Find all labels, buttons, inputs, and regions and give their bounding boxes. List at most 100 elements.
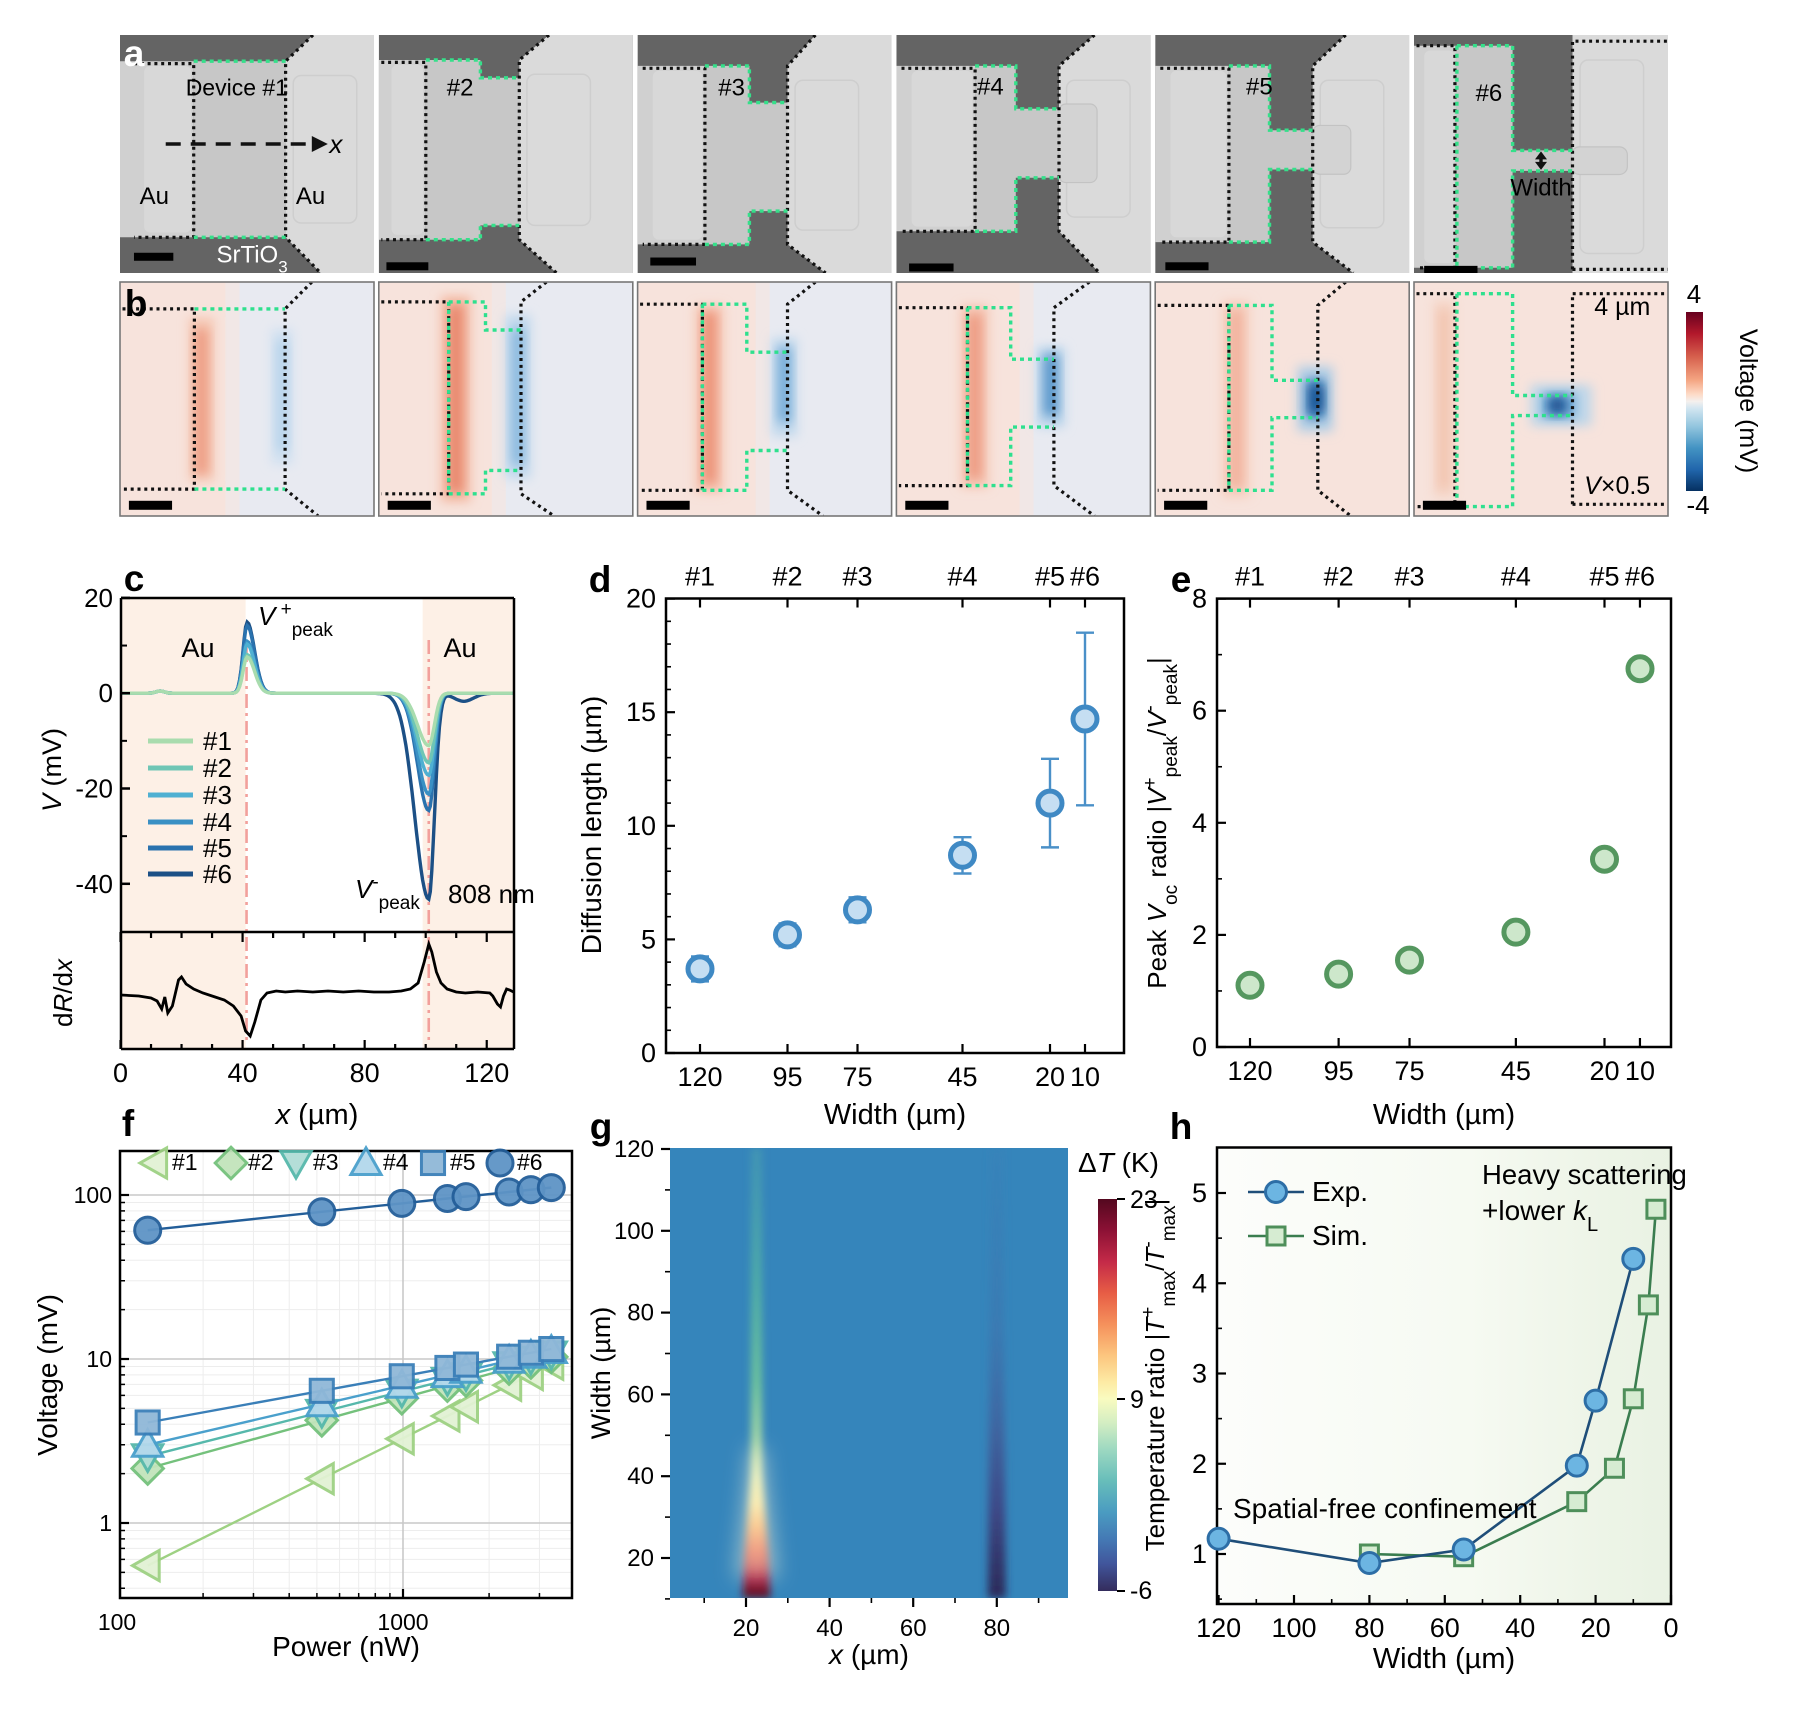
svg-text:2: 2 [1192, 1449, 1207, 1479]
svg-text:x (µm): x (µm) [274, 1099, 359, 1131]
svg-text:20: 20 [84, 583, 113, 613]
svg-text:4 µm: 4 µm [1594, 293, 1650, 321]
svg-text:120: 120 [614, 1136, 654, 1163]
svg-text:#4: #4 [977, 74, 1004, 101]
svg-text:100: 100 [614, 1218, 654, 1245]
svg-text:4: 4 [1192, 808, 1207, 838]
svg-text:0: 0 [1663, 1613, 1678, 1643]
svg-text:40: 40 [816, 1615, 843, 1642]
svg-text:Width (µm): Width (µm) [1373, 1099, 1515, 1131]
svg-text:#2: #2 [772, 562, 802, 592]
svg-text:Exp.: Exp. [1312, 1176, 1368, 1207]
svg-text:75: 75 [1395, 1056, 1425, 1086]
svg-text:#5: #5 [203, 833, 232, 863]
svg-text:#5: #5 [1589, 562, 1619, 592]
svg-text:20: 20 [733, 1615, 760, 1642]
svg-text:Voltage (mV): Voltage (mV) [1734, 329, 1762, 474]
svg-text:#5: #5 [450, 1149, 476, 1175]
svg-text:0: 0 [113, 1058, 128, 1088]
svg-text:-6: -6 [1130, 1577, 1152, 1605]
svg-text:23: 23 [1130, 1186, 1158, 1214]
svg-text:0: 0 [641, 1038, 656, 1068]
svg-text:10: 10 [86, 1346, 112, 1372]
svg-text:4: 4 [1687, 279, 1701, 309]
svg-text:Width (µm): Width (µm) [586, 1307, 616, 1440]
svg-text:#6: #6 [517, 1149, 543, 1175]
svg-text:#1: #1 [685, 562, 715, 592]
svg-text:20: 20 [627, 1545, 654, 1572]
svg-text:V-peak: V-peak [355, 872, 420, 914]
svg-text:6: 6 [1192, 696, 1207, 726]
svg-text:#4: #4 [1501, 562, 1531, 592]
svg-text:40: 40 [1505, 1613, 1535, 1643]
svg-text:Voltage (mV): Voltage (mV) [32, 1294, 63, 1456]
svg-text:60: 60 [1430, 1613, 1460, 1643]
svg-text:#6: #6 [203, 859, 232, 889]
svg-text:#6: #6 [1625, 562, 1655, 592]
svg-text:e: e [1171, 559, 1192, 600]
svg-text:75: 75 [842, 1062, 872, 1092]
svg-text:#3: #3 [203, 780, 232, 810]
svg-text:20: 20 [1035, 1062, 1065, 1092]
svg-text:Width: Width [1510, 175, 1571, 202]
svg-text:60: 60 [627, 1381, 654, 1408]
svg-text:dR/dx: dR/dx [48, 958, 78, 1027]
svg-text:80: 80 [627, 1300, 654, 1327]
svg-text:40: 40 [228, 1058, 258, 1088]
svg-text:20: 20 [1589, 1056, 1619, 1086]
svg-text:20: 20 [626, 584, 656, 614]
svg-text:95: 95 [772, 1062, 802, 1092]
svg-text:10: 10 [1625, 1056, 1655, 1086]
svg-text:5: 5 [1192, 1178, 1207, 1208]
svg-text:1000: 1000 [377, 1609, 428, 1635]
svg-text:Power (nW): Power (nW) [272, 1631, 420, 1662]
svg-text:V +peak: V +peak [258, 599, 333, 641]
svg-text:#4: #4 [203, 807, 232, 837]
svg-text:Au: Au [181, 633, 214, 663]
svg-text:100: 100 [98, 1609, 136, 1635]
svg-text:80: 80 [1354, 1613, 1384, 1643]
svg-text:80: 80 [350, 1058, 380, 1088]
svg-text:Sim.: Sim. [1312, 1220, 1368, 1251]
svg-text:#4: #4 [383, 1149, 409, 1175]
svg-text:c: c [124, 558, 145, 599]
svg-text:d: d [589, 559, 612, 600]
svg-text:Au: Au [140, 183, 169, 210]
svg-text:V×0.5: V×0.5 [1584, 472, 1650, 500]
svg-text:Au: Au [443, 633, 476, 663]
svg-text:-40: -40 [75, 869, 113, 899]
svg-text:120: 120 [1227, 1056, 1272, 1086]
svg-text:ΔT (K): ΔT (K) [1078, 1147, 1159, 1178]
svg-text:V (mV): V (mV) [37, 728, 67, 812]
svg-text:Spatial-free confinement: Spatial-free confinement [1233, 1493, 1537, 1524]
svg-text:#5: #5 [1035, 562, 1065, 592]
svg-text:Width (µm): Width (µm) [824, 1099, 966, 1131]
svg-text:120: 120 [1196, 1613, 1241, 1643]
svg-text:10: 10 [626, 811, 656, 841]
svg-text:15: 15 [626, 697, 656, 727]
svg-text:40: 40 [627, 1463, 654, 1490]
svg-text:f: f [122, 1103, 135, 1144]
svg-text:#4: #4 [947, 562, 977, 592]
svg-text:45: 45 [1501, 1056, 1531, 1086]
svg-text:Au: Au [296, 183, 325, 210]
svg-text:Diffusion length (µm): Diffusion length (µm) [576, 696, 607, 954]
svg-text:20: 20 [1581, 1613, 1611, 1643]
svg-text:b: b [125, 283, 148, 324]
svg-text:Temperature ratio |T+max/T-max: Temperature ratio |T+max/T-max| [1138, 1199, 1180, 1552]
svg-text:808 nm: 808 nm [448, 879, 535, 909]
svg-text:8: 8 [1192, 584, 1207, 614]
svg-text:9: 9 [1130, 1386, 1144, 1414]
svg-text:#3: #3 [842, 562, 872, 592]
svg-text:-4: -4 [1686, 490, 1709, 520]
svg-text:5: 5 [641, 924, 656, 954]
svg-text:60: 60 [900, 1615, 927, 1642]
svg-text:#6: #6 [1476, 80, 1503, 107]
svg-text:2: 2 [1192, 920, 1207, 950]
svg-text:120: 120 [464, 1058, 509, 1088]
svg-text:0: 0 [99, 678, 113, 708]
svg-text:g: g [590, 1106, 613, 1147]
svg-text:#1: #1 [172, 1149, 198, 1175]
svg-text:SrTiO3: SrTiO3 [216, 241, 287, 276]
svg-text:1: 1 [1192, 1539, 1207, 1569]
